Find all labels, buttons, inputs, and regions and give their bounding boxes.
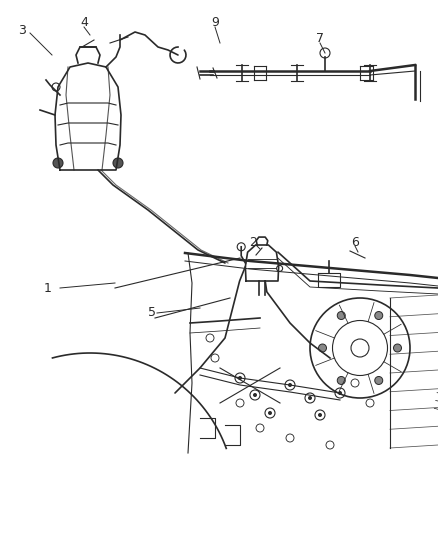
Circle shape [288,383,292,387]
Circle shape [318,413,322,417]
Text: 6: 6 [351,237,359,249]
Circle shape [337,376,345,384]
Circle shape [268,411,272,415]
Text: 7: 7 [316,33,324,45]
Circle shape [308,396,312,400]
Circle shape [375,311,383,319]
Circle shape [338,391,342,395]
Circle shape [318,344,326,352]
Text: 9: 9 [211,17,219,29]
Circle shape [375,376,383,384]
Circle shape [238,376,242,380]
Text: 5: 5 [148,306,156,319]
Circle shape [253,393,257,397]
Circle shape [337,311,345,319]
Text: 2: 2 [249,237,257,249]
Circle shape [53,158,63,168]
Circle shape [113,158,123,168]
Text: 4: 4 [80,17,88,29]
Circle shape [393,344,402,352]
Text: 1: 1 [44,281,52,295]
Text: 3: 3 [18,23,26,36]
